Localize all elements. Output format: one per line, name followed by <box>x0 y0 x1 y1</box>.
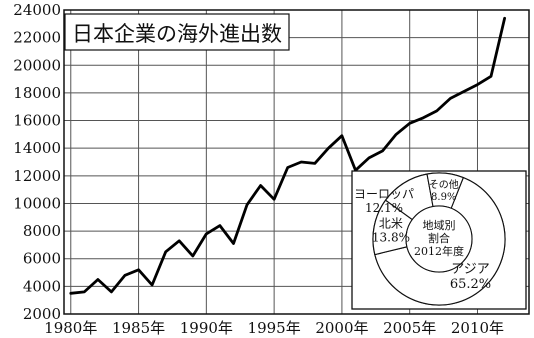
data-point <box>273 198 276 201</box>
y-tick-label: 24000 <box>13 1 61 19</box>
pie-slice-label: アジア <box>451 262 489 277</box>
y-tick-label: 22000 <box>13 29 61 47</box>
data-point <box>83 290 86 293</box>
data-point <box>110 290 113 293</box>
title-box <box>64 13 290 51</box>
pie-slice-value: 12.1% <box>365 201 403 215</box>
plot-frame <box>63 9 530 315</box>
pie-slice-label: 北米 <box>379 217 403 231</box>
data-point <box>368 156 370 159</box>
donut-hole <box>405 205 473 273</box>
data-point <box>286 166 289 169</box>
data-point <box>164 250 167 253</box>
pie-slice-value: 8.9% <box>431 192 456 203</box>
x-tick-label: 1980年 <box>44 319 97 337</box>
y-tick-label: 20000 <box>13 56 61 74</box>
donut-center-label: 地域別 <box>423 219 456 232</box>
pie-slice-value: 65.2% <box>450 277 491 292</box>
data-point <box>395 133 398 136</box>
data-point <box>178 239 181 242</box>
data-point <box>300 161 303 163</box>
y-tick-label: 14000 <box>13 139 61 157</box>
x-tick-label: 1990年 <box>180 319 233 337</box>
data-point <box>490 75 492 78</box>
y-tick-label: 4000 <box>23 277 61 295</box>
pie-slice-label: その他 <box>429 178 459 191</box>
y-tick-label: 2000 <box>23 305 61 323</box>
y-tick-label: 18000 <box>13 84 61 102</box>
data-point <box>69 292 72 295</box>
data-point <box>476 83 479 86</box>
data-point <box>259 184 262 187</box>
data-point <box>381 150 384 152</box>
donut-center-label: 割合 <box>428 231 450 245</box>
y-tick-label: 8000 <box>23 222 61 240</box>
data-point <box>124 274 126 277</box>
data-point <box>151 284 154 286</box>
data-point <box>205 232 208 235</box>
data-point <box>463 90 465 93</box>
pie-slice-label: ヨーロッパ <box>354 187 414 201</box>
x-tick-label: 2005年 <box>383 319 436 337</box>
data-point <box>96 278 99 281</box>
y-tick-label: 6000 <box>23 250 61 268</box>
data-point <box>341 134 343 137</box>
donut-center-label: 2012年度 <box>414 244 464 258</box>
data-point <box>327 147 330 150</box>
x-tick-label: 2010年 <box>451 319 504 337</box>
pie-slice-value: 13.8% <box>372 231 410 245</box>
data-point <box>219 224 221 227</box>
data-point <box>503 17 506 20</box>
data-point <box>435 109 438 112</box>
data-point <box>246 203 248 206</box>
x-tick-label: 1995年 <box>248 319 301 337</box>
y-tick-label: 16000 <box>13 112 61 130</box>
x-tick-label: 2000年 <box>315 319 368 337</box>
data-point <box>191 255 194 257</box>
donut-chart <box>372 172 506 306</box>
chart-title: 日本企業の海外進出数 <box>72 22 282 46</box>
data-point <box>422 116 425 119</box>
data-point <box>313 162 316 165</box>
data-point <box>408 122 411 125</box>
y-tick-label: 12000 <box>13 167 61 185</box>
data-point <box>449 97 452 100</box>
data-point <box>232 242 235 245</box>
data-point <box>137 268 140 271</box>
y-tick-label: 10000 <box>13 194 61 212</box>
x-tick-label: 1985年 <box>112 319 165 337</box>
